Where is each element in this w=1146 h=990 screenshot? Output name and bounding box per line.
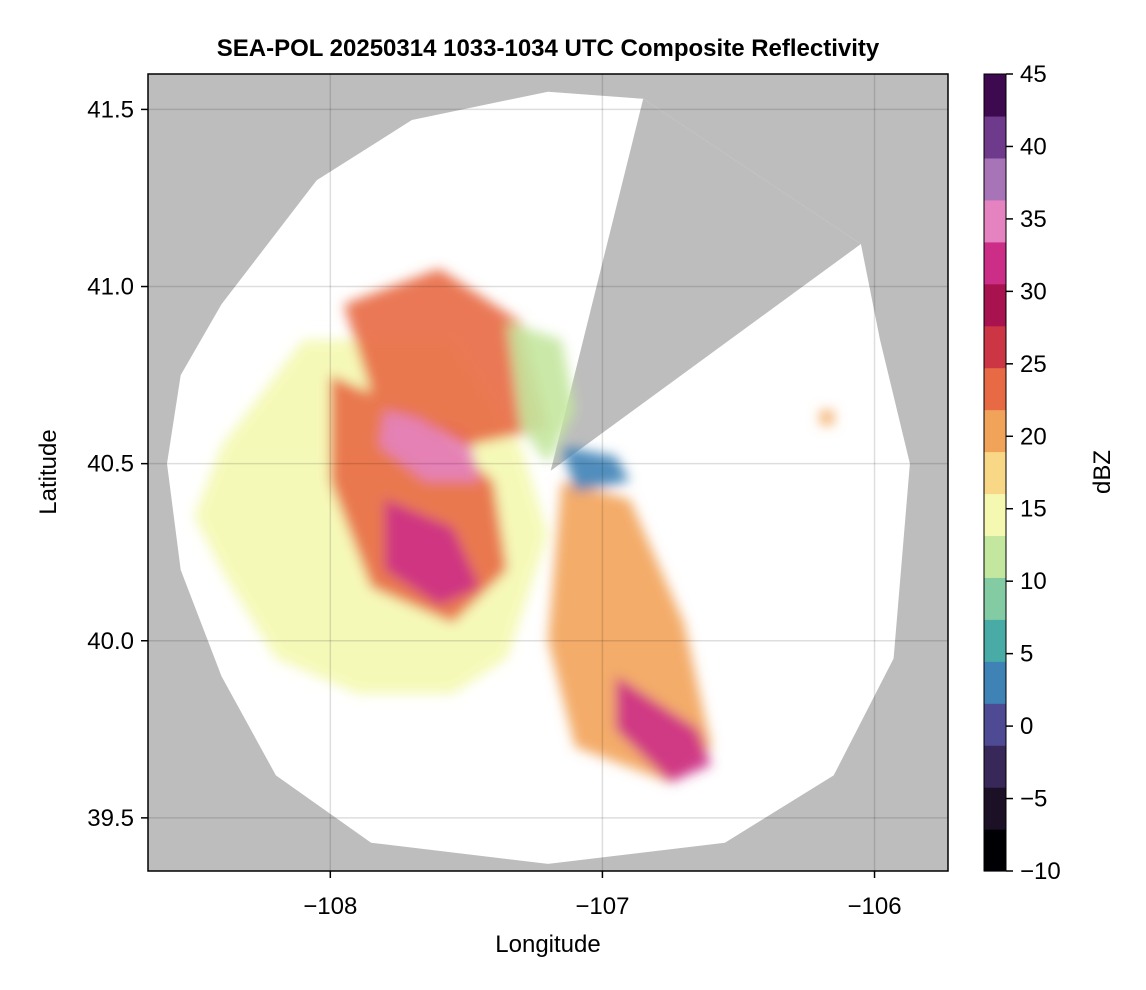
x-tick-label: −106 [847, 893, 901, 920]
echo-region [820, 410, 834, 425]
colorbar-tick-label: 45 [1020, 61, 1047, 88]
colorbar-tick-label: 30 [1020, 278, 1047, 305]
colorbar-segment [984, 535, 1006, 578]
colorbar-segment [984, 703, 1006, 746]
echo-region [548, 481, 712, 783]
echo-region [343, 268, 548, 446]
y-axis-label: Latitude [35, 429, 62, 514]
colorbar-segment [984, 787, 1006, 830]
colorbar-segment [984, 619, 1006, 662]
colorbar-segment [984, 745, 1006, 788]
y-tick-label: 40.5 [87, 451, 134, 478]
x-tick-label: −107 [575, 893, 629, 920]
echo-region [384, 499, 480, 606]
colorbar-tick-label: 0 [1020, 713, 1033, 740]
colorbar-segment [984, 577, 1006, 620]
colorbar-tick-label: 20 [1020, 423, 1047, 450]
colorbar-segment [984, 409, 1006, 453]
colorbar-tick-label: 5 [1020, 641, 1033, 668]
colorbar-segment [984, 367, 1006, 411]
colorbar-segment [984, 283, 1006, 327]
colorbar-tick-label: 25 [1020, 351, 1047, 378]
colorbar-segment [984, 74, 1006, 117]
colorbar-segment [984, 493, 1006, 537]
y-tick-label: 40.0 [87, 628, 134, 655]
colorbar-tick-label: 15 [1020, 496, 1047, 523]
colorbar-tick-label: 40 [1020, 133, 1047, 160]
colorbar-tick-label: 10 [1020, 568, 1047, 595]
colorbar-segment [984, 451, 1006, 495]
colorbar-frame [983, 73, 1007, 872]
colorbar-segment [984, 115, 1006, 159]
colorbar-segment [984, 157, 1006, 201]
colorbar-segment [984, 241, 1006, 285]
colorbar-tick-label: −5 [1020, 786, 1047, 813]
colorbar-segment [984, 325, 1006, 369]
colorbar-tick-label: 35 [1020, 206, 1047, 233]
echo-region [507, 322, 576, 464]
colorbar-tick-label: −10 [1020, 858, 1061, 885]
y-tick-label: 41.5 [87, 96, 134, 123]
echo-region [561, 445, 630, 492]
chart-title: SEA-POL 20250314 1033-1034 UTC Composite… [217, 35, 880, 62]
colorbar-segment [984, 829, 1006, 872]
plot-frame [147, 73, 949, 872]
colorbar-segment [984, 661, 1006, 704]
blocked-sector [550, 98, 861, 471]
x-axis-label: Longitude [495, 931, 600, 958]
colorbar-label: dBZ [1089, 450, 1116, 494]
echo-region [616, 676, 712, 783]
colorbar [984, 74, 1006, 872]
y-tick-label: 41.0 [87, 274, 134, 301]
y-tick-label: 39.5 [87, 805, 134, 832]
colorbar-segment [984, 199, 1006, 243]
x-tick-label: −108 [303, 893, 357, 920]
